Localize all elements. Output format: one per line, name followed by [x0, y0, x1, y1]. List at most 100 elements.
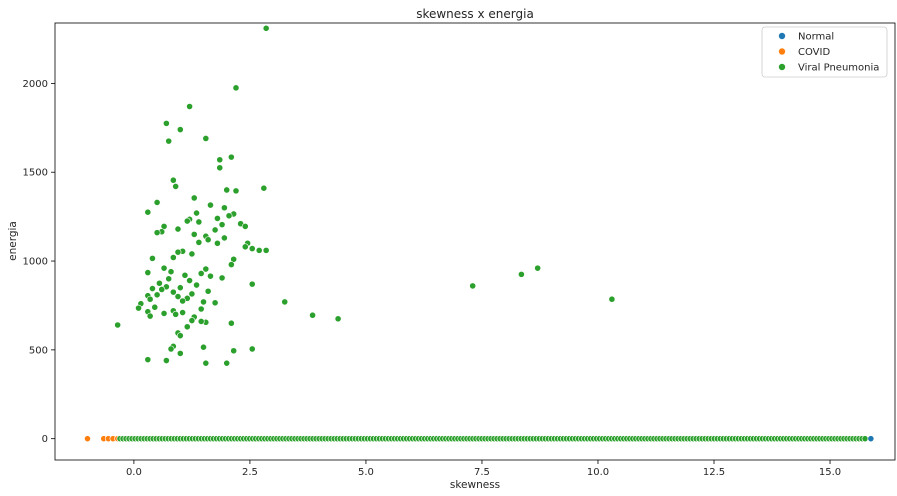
viral-pneumonia-point — [188, 250, 196, 258]
viral-pneumonia-point — [469, 282, 477, 290]
viral-pneumonia-point — [179, 297, 187, 305]
viral-pneumonia-point — [165, 137, 173, 145]
y-axis-ticks: 0 500 1000 1500 2000 — [23, 79, 55, 445]
viral-pneumonia-point — [162, 357, 170, 364]
viral-pneumonia-point — [218, 274, 226, 282]
viral-pneumonia-point — [181, 271, 189, 279]
viral-pneumonia-point — [172, 183, 180, 190]
viral-pneumonia-point — [151, 303, 159, 311]
viral-pneumonia-point — [262, 24, 270, 32]
viral-pneumonia-point — [197, 318, 205, 325]
chart-title: skewness x energia — [416, 7, 534, 21]
viral-pneumonia-point — [861, 435, 869, 443]
y-tick-label: 1500 — [23, 168, 48, 179]
viral-pneumonia-point — [211, 226, 219, 234]
viral-pneumonia-point — [207, 201, 214, 209]
x-tick-label: 2.5 — [242, 467, 258, 478]
viral-pneumonia-point — [144, 269, 152, 276]
viral-pneumonia-point — [227, 261, 235, 268]
viral-pneumonia-point — [248, 280, 256, 288]
viral-pneumonia-point — [218, 221, 226, 229]
viral-pneumonia-point — [204, 236, 212, 244]
viral-pneumonia-point — [248, 245, 256, 253]
legend: Normal COVID Viral Pneumonia — [761, 26, 888, 78]
viral-pneumonia-point — [144, 356, 152, 364]
viral-pneumonia-point — [188, 317, 196, 324]
viral-pneumonia-point — [200, 298, 207, 306]
y-tick-label: 500 — [29, 345, 48, 356]
viral-pneumonia-point — [207, 272, 214, 280]
viral-pneumonia-point — [188, 290, 196, 298]
viral-pneumonia-point — [220, 204, 228, 212]
viral-pneumonia-point — [160, 264, 168, 272]
viral-pneumonia-point — [200, 343, 207, 351]
viral-pneumonia-point — [214, 215, 221, 222]
viral-pneumonia-point — [172, 310, 180, 318]
viral-pneumonia-point — [232, 187, 240, 195]
viral-pneumonia-point — [160, 310, 168, 317]
viral-pneumonia-point — [162, 119, 170, 127]
legend-marker-normal — [778, 32, 786, 40]
viral-pneumonia-point — [190, 194, 198, 202]
viral-pneumonia-point — [223, 186, 231, 194]
viral-pneumonia-point — [230, 347, 238, 355]
viral-pneumonia-point — [193, 209, 200, 217]
legend-label-viral-pneumonia: Viral Pneumonia — [798, 63, 879, 74]
viral-pneumonia-point — [169, 176, 177, 184]
x-tick-label: 10.0 — [587, 467, 609, 478]
viral-pneumonia-point — [227, 153, 235, 161]
viral-pneumonia-point — [186, 277, 193, 284]
viral-pneumonia-point — [197, 305, 205, 313]
viral-pneumonia-point — [281, 298, 289, 306]
x-tick-label: 0.0 — [126, 467, 142, 478]
viral-pneumonia-point — [197, 270, 205, 277]
viral-pneumonia-point — [190, 230, 198, 238]
viral-pneumonia-point — [225, 212, 233, 220]
x-tick-label: 7.5 — [474, 467, 490, 478]
viral-pneumonia-point — [255, 246, 263, 254]
viral-pneumonia-point — [176, 284, 184, 292]
viral-pneumonia-point — [149, 254, 156, 262]
y-tick-label: 0 — [42, 434, 48, 445]
x-axis-title: skewness — [450, 479, 500, 491]
viral-pneumonia-point — [156, 279, 163, 287]
viral-pneumonia-point — [334, 315, 342, 323]
viral-pneumonia-point — [153, 199, 161, 206]
viral-pneumonia-point — [186, 103, 193, 110]
viral-pneumonia-point — [214, 239, 221, 247]
viral-pneumonia-point — [248, 345, 256, 353]
viral-pneumonia-point — [176, 332, 184, 340]
viral-pneumonia-point — [174, 225, 182, 233]
viral-pneumonia-point — [227, 319, 235, 327]
legend-marker-covid — [778, 47, 786, 56]
viral-pneumonia-point — [232, 84, 240, 92]
legend-marker-viral-pneumonia — [778, 63, 786, 71]
viral-pneumonia-point — [144, 208, 152, 216]
viral-pneumonia-point — [169, 254, 177, 261]
y-axis-title: energia — [7, 221, 19, 261]
covid-point — [84, 435, 91, 443]
viral-pneumonia-point — [193, 281, 200, 289]
viral-pneumonia-point — [174, 293, 182, 300]
x-tick-label: 15.0 — [819, 467, 841, 478]
viral-pneumonia-point — [179, 309, 187, 316]
viral-pneumonia-point — [174, 248, 182, 256]
legend-label-covid: COVID — [798, 47, 830, 58]
x-tick-label: 12.5 — [703, 467, 725, 478]
viral-pneumonia-point — [223, 359, 231, 367]
viral-pneumonia-point — [176, 126, 184, 133]
viral-pneumonia-point — [167, 345, 175, 353]
x-axis-ticks: 0.0 2.5 5.0 7.5 10.0 12.5 15.0 — [126, 460, 841, 478]
viral-pneumonia-point — [135, 304, 142, 312]
viral-pneumonia-point — [149, 285, 156, 292]
viral-pneumonia-point — [146, 312, 154, 320]
viral-pneumonia-point — [202, 135, 210, 142]
legend-box — [761, 26, 888, 78]
viral-pneumonia-point — [608, 295, 616, 303]
viral-pneumonia-point — [153, 229, 161, 237]
viral-pneumonia-point — [260, 184, 268, 192]
viral-pneumonia-point — [216, 164, 224, 172]
viral-pneumonia-point — [146, 295, 154, 303]
